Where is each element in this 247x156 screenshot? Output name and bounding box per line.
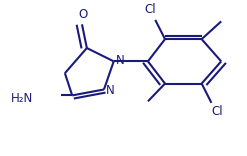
Text: Cl: Cl <box>144 3 156 16</box>
Text: O: O <box>79 8 88 21</box>
Text: N: N <box>116 54 124 67</box>
Text: H₂N: H₂N <box>11 92 33 105</box>
Text: Cl: Cl <box>211 105 223 118</box>
Text: N: N <box>106 84 115 97</box>
